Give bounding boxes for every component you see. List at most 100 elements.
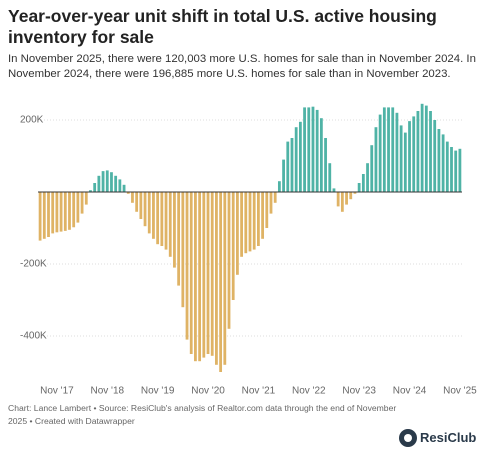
bar: [97, 175, 101, 192]
bar: [236, 192, 239, 275]
bar: [382, 107, 386, 192]
bar: [202, 192, 206, 358]
bar: [126, 192, 130, 194]
x-tick-label: Nov '23: [342, 386, 376, 397]
bar: [118, 179, 122, 192]
y-tick-label: -200K: [20, 259, 47, 270]
bar: [324, 138, 327, 192]
bar: [68, 192, 71, 230]
bar: [357, 183, 361, 192]
bar: [42, 192, 46, 239]
bar: [177, 192, 181, 286]
bar: [403, 132, 407, 192]
bar: [143, 192, 147, 227]
bar: [311, 106, 315, 192]
bar: [244, 192, 248, 254]
bar: [378, 114, 382, 192]
bar: [215, 192, 218, 365]
x-tick-label: Nov '25: [443, 386, 477, 397]
bar: [445, 141, 449, 192]
bar: [63, 192, 67, 231]
bar: [156, 192, 160, 245]
bar: [420, 103, 424, 192]
bar: [80, 192, 84, 214]
bar: [194, 192, 197, 362]
x-tick-label: Nov '24: [393, 386, 427, 397]
bar: [399, 125, 403, 192]
bar: [110, 172, 113, 192]
bar: [345, 192, 348, 205]
bar: [160, 192, 164, 246]
bar: [261, 192, 264, 239]
bar: [105, 170, 109, 192]
bar: [219, 192, 223, 372]
bar: [185, 192, 189, 340]
x-tick-label: Nov '18: [90, 386, 124, 397]
y-tick-label: 200K: [20, 115, 44, 126]
bar: [458, 148, 462, 192]
bar: [319, 118, 323, 192]
bar: [361, 174, 365, 192]
x-tick-label: Nov '21: [242, 386, 276, 397]
chart-title: Year-over-year unit shift in total U.S. …: [8, 6, 437, 47]
bar: [231, 192, 235, 300]
bar: [269, 192, 273, 214]
bar: [181, 192, 185, 308]
bar: [315, 109, 319, 192]
bar: [336, 192, 340, 207]
bar: [139, 192, 143, 219]
bar: [353, 192, 357, 194]
bar: [147, 192, 151, 234]
chart-footer: Chart: Lance Lambert • Source: ResiClub'…: [8, 403, 397, 426]
x-tick-label: Nov '20: [191, 386, 225, 397]
bar: [387, 107, 390, 192]
bar: [93, 183, 97, 192]
bar: [416, 111, 420, 192]
bar: [328, 163, 332, 192]
logo-icon: [399, 429, 417, 447]
bar: [294, 127, 298, 192]
bar: [437, 129, 441, 192]
bar: [265, 192, 269, 228]
bar: [391, 107, 395, 192]
y-tick-label: -400K: [20, 331, 47, 342]
bar: [114, 175, 118, 192]
bar: [395, 112, 399, 192]
bar: [454, 150, 458, 192]
bar: [122, 184, 126, 192]
bar: [84, 192, 88, 205]
bar: [59, 192, 63, 232]
bar: [227, 192, 231, 329]
x-tick-label: Nov '19: [141, 386, 175, 397]
bar: [374, 127, 378, 192]
logo-text: ResiClub: [420, 430, 477, 445]
bar: [206, 192, 210, 354]
bar: [282, 159, 285, 192]
bar: [240, 192, 244, 257]
bar: [164, 192, 168, 250]
bar: [408, 121, 411, 192]
bar: [429, 111, 432, 192]
bar: [450, 147, 453, 192]
bar: [168, 192, 172, 257]
bar: [303, 107, 306, 192]
bar: [38, 192, 42, 241]
bar: [135, 192, 139, 212]
bar: [441, 134, 445, 192]
bar: [290, 138, 294, 192]
bar: [89, 190, 92, 192]
bar: [189, 192, 193, 354]
bar: [307, 107, 311, 192]
bar: [47, 192, 50, 237]
chart-subtitle: In November 2025, there were 120,003 mor…: [8, 53, 476, 80]
x-tick-label: Nov '17: [40, 386, 74, 397]
bar: [424, 105, 428, 192]
bar: [256, 192, 260, 246]
bar: [210, 192, 214, 356]
bar: [340, 192, 344, 212]
bar: [273, 192, 277, 203]
bar: [349, 192, 353, 200]
bar: [286, 141, 290, 192]
chart: 200K -200K -400K Nov '17 Nov '18 Nov '19 Nov '…: [20, 103, 477, 397]
